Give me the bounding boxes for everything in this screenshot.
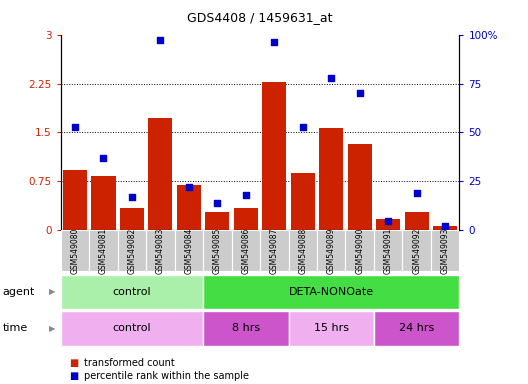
Text: GSM549084: GSM549084 — [184, 227, 193, 274]
Point — [185, 184, 193, 190]
Bar — [61, 275, 203, 309]
Bar — [89, 230, 118, 271]
Text: GSM549091: GSM549091 — [384, 227, 393, 274]
Bar — [317, 230, 345, 271]
Text: ■: ■ — [69, 358, 78, 368]
Text: DETA-NONOate: DETA-NONOate — [289, 287, 374, 297]
Bar — [290, 173, 315, 230]
Bar — [260, 230, 288, 271]
Text: GSM549087: GSM549087 — [270, 227, 279, 274]
Text: 8 hrs: 8 hrs — [232, 323, 260, 333]
Point — [327, 74, 335, 81]
Point — [128, 194, 136, 200]
Text: control: control — [112, 323, 151, 333]
Text: ▶: ▶ — [49, 287, 55, 296]
Bar — [374, 230, 402, 271]
Bar — [205, 212, 230, 230]
Bar — [63, 170, 87, 230]
Point — [412, 190, 421, 196]
Text: ▶: ▶ — [49, 324, 55, 333]
Bar — [345, 230, 374, 271]
Point — [270, 39, 278, 45]
Text: GSM549086: GSM549086 — [241, 227, 250, 274]
Text: GSM549085: GSM549085 — [213, 227, 222, 274]
Bar — [91, 176, 116, 230]
Text: GSM549089: GSM549089 — [327, 227, 336, 274]
Bar — [175, 230, 203, 271]
Bar — [319, 128, 343, 230]
Point — [242, 192, 250, 198]
Text: 24 hrs: 24 hrs — [399, 323, 434, 333]
Bar — [376, 219, 400, 230]
Bar — [347, 144, 372, 230]
Text: agent: agent — [3, 287, 35, 297]
Text: GSM549092: GSM549092 — [412, 227, 421, 274]
Bar — [203, 311, 288, 346]
Bar — [404, 212, 429, 230]
Bar — [234, 207, 258, 230]
Text: GSM549080: GSM549080 — [70, 227, 79, 274]
Text: GSM549093: GSM549093 — [441, 227, 450, 274]
Text: GSM549088: GSM549088 — [298, 227, 307, 274]
Text: transformed count: transformed count — [84, 358, 175, 368]
Text: GDS4408 / 1459631_at: GDS4408 / 1459631_at — [187, 12, 333, 25]
Point — [213, 200, 222, 206]
Bar — [118, 230, 146, 271]
Point — [71, 124, 79, 130]
Text: GSM549083: GSM549083 — [156, 227, 165, 274]
Text: GSM549090: GSM549090 — [355, 227, 364, 274]
Bar — [433, 227, 457, 230]
Point — [441, 223, 449, 230]
Text: GSM549081: GSM549081 — [99, 227, 108, 274]
Bar — [203, 230, 232, 271]
Text: percentile rank within the sample: percentile rank within the sample — [84, 371, 250, 381]
Point — [99, 155, 108, 161]
Point — [355, 90, 364, 96]
Bar — [262, 82, 286, 230]
Bar — [146, 230, 175, 271]
Bar — [148, 118, 173, 230]
Bar — [203, 275, 459, 309]
Bar — [232, 230, 260, 271]
Bar — [61, 311, 203, 346]
Text: control: control — [112, 287, 151, 297]
Text: GSM549082: GSM549082 — [127, 227, 136, 274]
Bar — [177, 185, 201, 230]
Point — [298, 124, 307, 130]
Bar — [120, 207, 144, 230]
Bar — [402, 230, 431, 271]
Bar — [288, 311, 374, 346]
Bar — [374, 311, 459, 346]
Text: 15 hrs: 15 hrs — [314, 323, 348, 333]
Bar — [61, 230, 89, 271]
Point — [156, 37, 165, 43]
Bar — [431, 230, 459, 271]
Point — [384, 217, 392, 223]
Text: ■: ■ — [69, 371, 78, 381]
Bar — [288, 230, 317, 271]
Text: time: time — [3, 323, 28, 333]
